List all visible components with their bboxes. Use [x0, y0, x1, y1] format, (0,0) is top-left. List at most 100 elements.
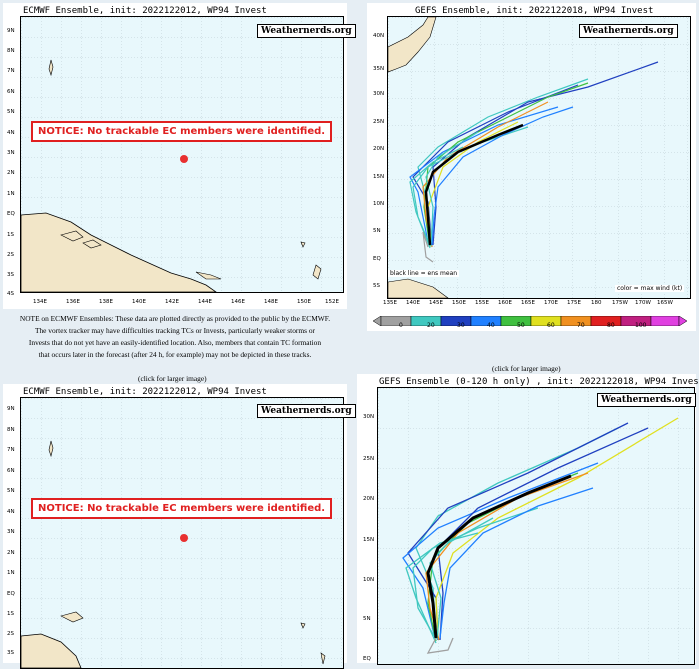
y-tick: 20N — [363, 496, 375, 502]
y-tick: 4S — [7, 291, 14, 297]
ecmwf-panel-bottom[interactable]: ECMWF Ensemble, init: 2022122012, WP94 I… — [3, 384, 356, 669]
x-tick: 165W — [657, 300, 673, 306]
x-tick: 165E — [521, 300, 535, 306]
x-tick: 175W — [612, 300, 628, 306]
y-tick: 15N — [373, 174, 385, 180]
click-larger-link[interactable]: (click for larger image) — [492, 364, 561, 373]
wind-colorbar — [372, 311, 688, 327]
watermark: Weathernerds.org — [579, 24, 678, 38]
y-tick: 5N — [7, 488, 15, 494]
colorbar-label: 60 — [547, 322, 555, 329]
y-tick: 1N — [7, 570, 15, 576]
colorbar-label: 40 — [487, 322, 495, 329]
note-line: that occurs later in the forecast (after… — [38, 350, 312, 359]
y-tick: 5N — [7, 109, 15, 115]
y-tick: 7N — [7, 447, 15, 453]
y-tick: 3N — [7, 150, 15, 156]
x-tick: 155E — [475, 300, 489, 306]
x-tick: 150E — [452, 300, 466, 306]
colorbar-svg — [372, 315, 688, 327]
y-tick: 1N — [7, 191, 15, 197]
ecmwf-map — [20, 397, 344, 669]
y-tick: 9N — [7, 28, 15, 34]
x-tick: 138E — [99, 299, 113, 305]
x-tick: 144E — [198, 299, 212, 305]
gefs-title: GEFS Ensemble, init: 2022122018, WP94 In… — [415, 6, 654, 16]
gefs-panel-top[interactable]: GEFS Ensemble, init: 2022122018, WP94 In… — [367, 3, 696, 331]
x-tick: 180 — [591, 300, 602, 306]
note-line: NOTE on ECMWF Ensembles: These data are … — [19, 314, 331, 323]
invest-location-dot — [180, 534, 188, 542]
y-tick: EQ — [363, 656, 371, 662]
x-tick: 145E — [429, 300, 443, 306]
invest-location-dot — [180, 155, 188, 163]
x-tick: 140E — [406, 300, 420, 306]
note-line: Invests that do not yet have an easily-i… — [28, 338, 322, 347]
gefs-map — [377, 387, 695, 665]
x-tick: 152E — [325, 299, 339, 305]
x-tick: 136E — [66, 299, 80, 305]
x-tick: 140E — [132, 299, 146, 305]
colorbar-label: 70 — [577, 322, 585, 329]
y-tick: 35N — [373, 66, 385, 72]
ecmwf-map-svg — [21, 17, 343, 292]
gefs-map — [387, 16, 691, 299]
ecmwf-panel-top[interactable]: ECMWF Ensemble, init: 2022122012, WP94 I… — [3, 3, 356, 309]
y-tick: 9N — [7, 406, 15, 412]
y-tick: 8N — [7, 427, 15, 433]
x-tick: 148E — [264, 299, 278, 305]
y-tick: 10N — [373, 201, 385, 207]
watermark: Weathernerds.org — [257, 404, 356, 418]
y-tick: 3S — [7, 272, 14, 278]
gefs-map-svg — [378, 388, 694, 664]
ensemble-mean-track — [426, 474, 572, 639]
x-tick: 146E — [231, 299, 245, 305]
ecmwf-title: ECMWF Ensemble, init: 2022122012, WP94 I… — [23, 6, 267, 16]
y-tick: 20N — [373, 146, 385, 152]
y-tick: 2N — [7, 550, 15, 556]
watermark: Weathernerds.org — [257, 24, 356, 38]
y-tick: 4N — [7, 130, 15, 136]
japan-land — [388, 17, 437, 73]
y-tick: EQ — [7, 591, 15, 597]
colorbar-label: 50 — [517, 322, 525, 329]
y-tick: EQ — [373, 256, 381, 262]
x-tick: 170W — [635, 300, 651, 306]
y-tick: 6N — [7, 468, 15, 474]
x-tick: 142E — [165, 299, 179, 305]
watermark: Weathernerds.org — [597, 393, 696, 407]
y-tick: 7N — [7, 68, 15, 74]
notice-banner: NOTICE: No trackable EC members were ide… — [31, 121, 333, 142]
colorbar-label: 0 — [399, 322, 403, 329]
ensemble-mean-track — [424, 123, 524, 246]
y-tick: 15N — [363, 537, 375, 543]
colorbar-label: 80 — [607, 322, 615, 329]
ecmwf-map-svg — [21, 398, 343, 668]
ecmwf-title: ECMWF Ensemble, init: 2022122012, WP94 I… — [23, 387, 267, 397]
x-tick: 175E — [567, 300, 581, 306]
y-tick: 25N — [373, 119, 385, 125]
y-tick: 1S — [7, 611, 14, 617]
note-line: The vortex tracker may have difficulties… — [34, 326, 316, 335]
click-larger-link[interactable]: (click for larger image) — [138, 374, 207, 383]
colorbar-label: 20 — [427, 322, 435, 329]
y-tick: 2S — [7, 631, 14, 637]
gefs-map-svg — [388, 17, 690, 298]
y-tick: 5N — [373, 228, 381, 234]
y-tick: 30N — [373, 91, 385, 97]
x-tick: 150E — [297, 299, 311, 305]
y-tick: 5S — [373, 283, 380, 289]
ens-mean-legend: black line = ens mean — [388, 270, 460, 277]
wind-legend: color = max wind (kt) — [615, 285, 685, 292]
y-tick: 30N — [363, 414, 375, 420]
ecmwf-map — [20, 16, 344, 293]
x-tick: 134E — [33, 299, 47, 305]
colorbar-label: 100 — [635, 322, 647, 329]
colorbar-label: 30 — [457, 322, 465, 329]
y-tick: 1S — [7, 232, 14, 238]
notice-banner: NOTICE: No trackable EC members were ide… — [31, 498, 333, 519]
y-tick: 8N — [7, 48, 15, 54]
gefs-120h-panel[interactable]: GEFS Ensemble (0-120 h only) , init: 202… — [357, 374, 699, 665]
y-tick: 6N — [7, 89, 15, 95]
y-tick: 2N — [7, 170, 15, 176]
